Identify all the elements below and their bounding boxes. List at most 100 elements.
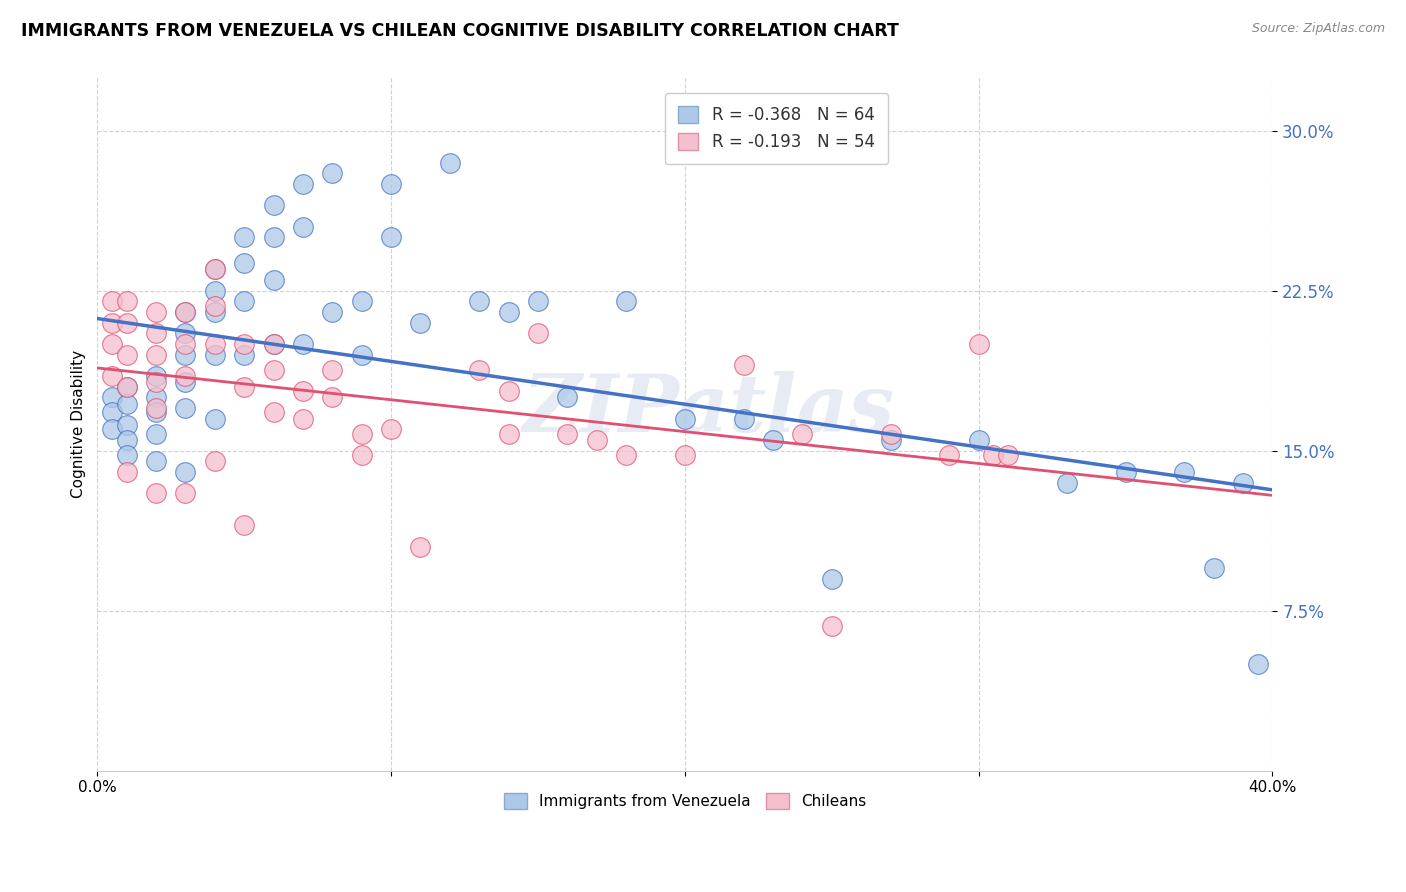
Point bbox=[792, 426, 814, 441]
Point bbox=[350, 426, 373, 441]
Point bbox=[233, 256, 256, 270]
Point bbox=[409, 316, 432, 330]
Point bbox=[101, 422, 124, 436]
Point bbox=[204, 348, 226, 362]
Point bbox=[101, 294, 124, 309]
Point bbox=[204, 299, 226, 313]
Point bbox=[101, 391, 124, 405]
Point bbox=[174, 305, 197, 319]
Point bbox=[498, 426, 520, 441]
Point bbox=[350, 348, 373, 362]
Point bbox=[174, 305, 197, 319]
Point bbox=[1173, 465, 1195, 479]
Text: Source: ZipAtlas.com: Source: ZipAtlas.com bbox=[1251, 22, 1385, 36]
Point bbox=[145, 305, 167, 319]
Point bbox=[673, 448, 696, 462]
Point bbox=[468, 362, 491, 376]
Point bbox=[673, 411, 696, 425]
Point bbox=[233, 380, 256, 394]
Point bbox=[204, 262, 226, 277]
Point bbox=[498, 305, 520, 319]
Point bbox=[291, 384, 314, 398]
Point bbox=[967, 433, 990, 447]
Point bbox=[879, 426, 901, 441]
Point bbox=[762, 433, 785, 447]
Point bbox=[101, 369, 124, 384]
Point bbox=[115, 397, 138, 411]
Point bbox=[233, 337, 256, 351]
Point bbox=[174, 326, 197, 341]
Point bbox=[263, 337, 285, 351]
Point bbox=[233, 518, 256, 533]
Point bbox=[145, 401, 167, 415]
Point bbox=[263, 405, 285, 419]
Point bbox=[233, 294, 256, 309]
Point bbox=[115, 316, 138, 330]
Point bbox=[204, 411, 226, 425]
Point bbox=[115, 294, 138, 309]
Point bbox=[527, 294, 550, 309]
Point bbox=[115, 418, 138, 433]
Point bbox=[350, 294, 373, 309]
Point bbox=[1247, 657, 1270, 671]
Point bbox=[263, 198, 285, 212]
Point bbox=[1056, 475, 1078, 490]
Point bbox=[1232, 475, 1254, 490]
Point bbox=[498, 384, 520, 398]
Point bbox=[263, 337, 285, 351]
Point bbox=[174, 486, 197, 500]
Point bbox=[291, 219, 314, 234]
Point bbox=[204, 284, 226, 298]
Point bbox=[115, 465, 138, 479]
Point bbox=[997, 448, 1019, 462]
Point bbox=[350, 448, 373, 462]
Point bbox=[233, 348, 256, 362]
Y-axis label: Cognitive Disability: Cognitive Disability bbox=[72, 350, 86, 498]
Point bbox=[527, 326, 550, 341]
Point bbox=[145, 391, 167, 405]
Point bbox=[585, 433, 607, 447]
Point bbox=[291, 177, 314, 191]
Point bbox=[174, 465, 197, 479]
Legend: Immigrants from Venezuela, Chileans: Immigrants from Venezuela, Chileans bbox=[498, 787, 872, 815]
Point bbox=[263, 230, 285, 244]
Point bbox=[1202, 561, 1225, 575]
Point bbox=[733, 359, 755, 373]
Point bbox=[145, 405, 167, 419]
Point bbox=[101, 316, 124, 330]
Point bbox=[233, 230, 256, 244]
Point bbox=[145, 369, 167, 384]
Point bbox=[321, 362, 343, 376]
Point bbox=[614, 448, 637, 462]
Point bbox=[145, 326, 167, 341]
Point bbox=[204, 262, 226, 277]
Point bbox=[174, 369, 197, 384]
Point bbox=[821, 572, 844, 586]
Point bbox=[145, 486, 167, 500]
Point bbox=[204, 454, 226, 468]
Point bbox=[409, 540, 432, 554]
Point bbox=[174, 376, 197, 390]
Point bbox=[174, 337, 197, 351]
Point bbox=[204, 305, 226, 319]
Point bbox=[321, 391, 343, 405]
Point bbox=[115, 380, 138, 394]
Point bbox=[981, 448, 1004, 462]
Point bbox=[291, 411, 314, 425]
Point bbox=[557, 426, 579, 441]
Point bbox=[380, 422, 402, 436]
Text: ZIPatlas: ZIPatlas bbox=[522, 371, 894, 449]
Point bbox=[263, 273, 285, 287]
Point bbox=[115, 448, 138, 462]
Point bbox=[821, 618, 844, 632]
Point bbox=[380, 177, 402, 191]
Point bbox=[145, 454, 167, 468]
Point bbox=[439, 155, 461, 169]
Point bbox=[115, 348, 138, 362]
Point bbox=[174, 348, 197, 362]
Point bbox=[174, 401, 197, 415]
Point bbox=[115, 433, 138, 447]
Text: IMMIGRANTS FROM VENEZUELA VS CHILEAN COGNITIVE DISABILITY CORRELATION CHART: IMMIGRANTS FROM VENEZUELA VS CHILEAN COG… bbox=[21, 22, 898, 40]
Point bbox=[115, 380, 138, 394]
Point bbox=[321, 305, 343, 319]
